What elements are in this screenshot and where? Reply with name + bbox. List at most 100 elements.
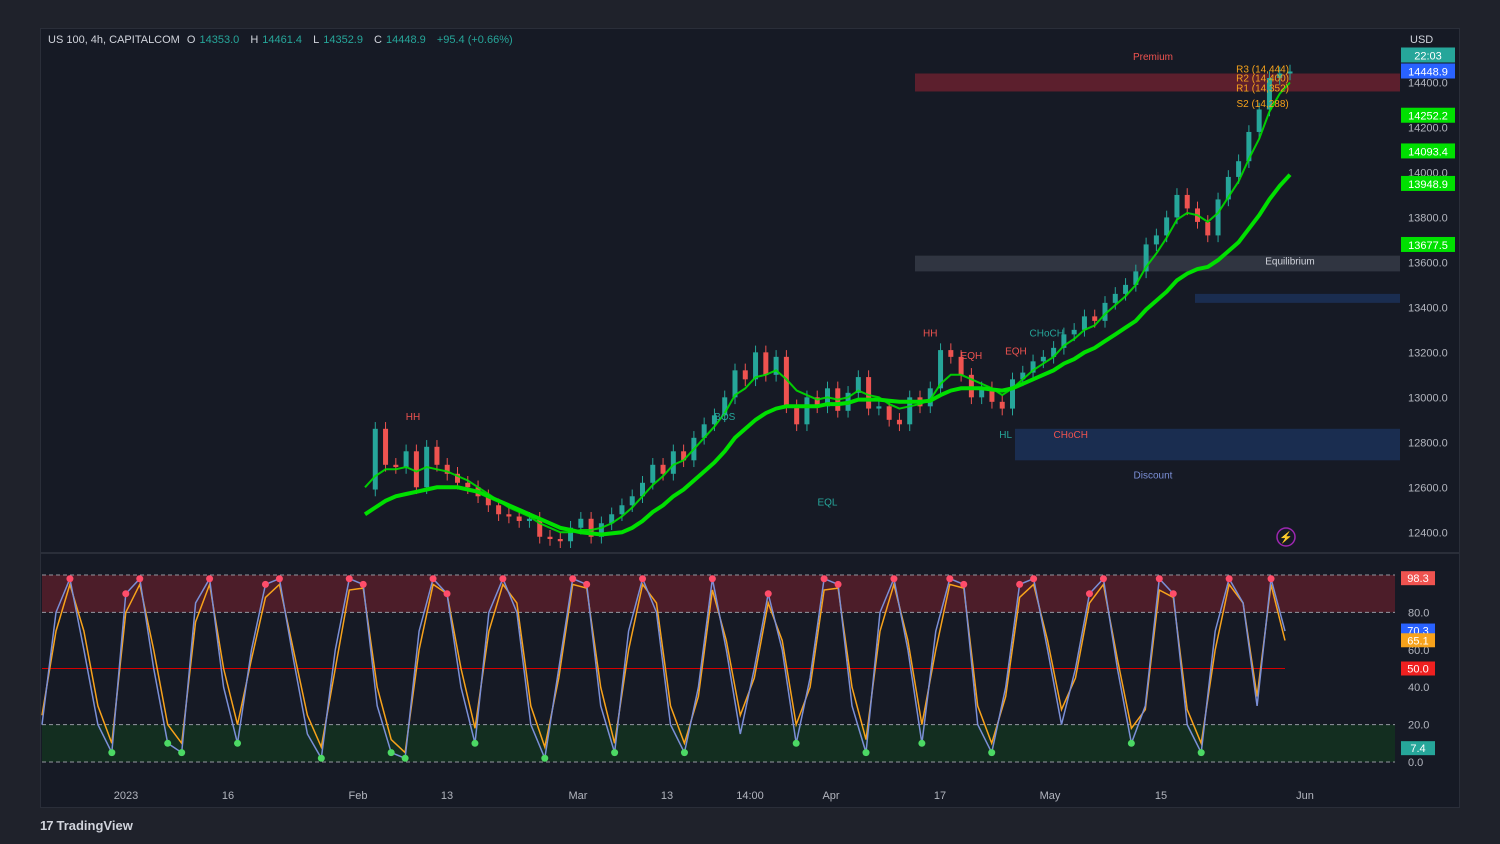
- stoch-oversold-dot: [471, 739, 479, 747]
- stoch-overbought-dot: [206, 575, 214, 583]
- high-value: 14461.4: [262, 34, 303, 46]
- candle-body: [403, 451, 409, 468]
- candle-body: [537, 518, 543, 537]
- price-label-badge: [1401, 175, 1455, 191]
- open-label: O: [186, 34, 196, 46]
- candle-body: [999, 401, 1005, 409]
- chart-annotation: CHoCH: [1054, 430, 1088, 441]
- price-axis-tick: 13000.0: [1408, 392, 1448, 404]
- stoch-overbought-dot: [569, 575, 577, 583]
- stoch-level-label: 65.1: [1407, 635, 1428, 647]
- candle-body: [866, 377, 872, 409]
- candle-body: [753, 352, 759, 380]
- candle-body: [1153, 235, 1159, 245]
- candle-body: [434, 446, 440, 465]
- time-axis-tick: 16: [222, 790, 234, 802]
- stoch-overbought-dot: [820, 575, 828, 583]
- price-label: 13948.9: [1408, 179, 1448, 191]
- candle-body: [557, 539, 563, 542]
- candle-body: [588, 518, 594, 537]
- time-axis-tick: Feb: [349, 790, 368, 802]
- candle-body: [763, 352, 769, 375]
- tradingview-brand[interactable]: 17 TradingView: [40, 818, 133, 833]
- stoch-overbought-dot: [1085, 590, 1093, 598]
- chart-frame: [40, 28, 1460, 808]
- ema-fast-line: [364, 81, 1291, 534]
- countdown-badge: [1401, 47, 1455, 63]
- price-axis-tick: 12600.0: [1408, 482, 1448, 494]
- candle-body: [1277, 73, 1283, 78]
- high-label: H: [250, 34, 259, 46]
- chart-annotation: Premium: [1133, 52, 1173, 63]
- stoch-axis-tick: 60.0: [1408, 645, 1429, 657]
- time-axis-tick: 14:00: [736, 790, 764, 802]
- stoch-level-badge: [1401, 741, 1435, 756]
- candle-body: [958, 356, 964, 375]
- ema-slow-line: [363, 173, 1292, 537]
- discount-zone: [1015, 428, 1400, 461]
- candle-body: [711, 415, 717, 425]
- stoch-oversold-dot: [862, 749, 870, 757]
- candle-body: [886, 406, 892, 420]
- stoch-oversold-dot: [401, 754, 409, 762]
- stoch-overbought-dot: [261, 580, 269, 588]
- stoch-oversold-dot: [541, 754, 549, 762]
- price-label-badge: [1401, 107, 1455, 123]
- stoch-overbought-dot: [946, 575, 954, 583]
- currency-label[interactable]: USD: [1410, 34, 1434, 46]
- chart-annotation: EQH: [1005, 347, 1027, 358]
- stoch-oversold-dot: [234, 739, 242, 747]
- time-axis-tick: 13: [441, 790, 453, 802]
- brand-name: TradingView: [56, 818, 133, 833]
- change-value: +95.4 (+0.66%): [436, 34, 513, 46]
- low-label: L: [313, 34, 320, 46]
- chart-annotation: EQL: [817, 497, 837, 508]
- close-value: 14448.9: [386, 34, 426, 46]
- candle-body: [701, 424, 707, 438]
- stoch-oversold-dot: [164, 739, 172, 747]
- candle-body: [1030, 361, 1036, 373]
- demand-zone: [1195, 293, 1400, 303]
- price-axis-tick: 13400.0: [1408, 302, 1448, 314]
- symbol-label[interactable]: US 100, 4h, CAPITALCOM: [48, 34, 180, 46]
- chart-annotation: R1 (14,352): [1236, 83, 1289, 94]
- candle-body: [989, 388, 995, 402]
- candle-body: [1010, 379, 1015, 409]
- stoch-oversold-dot: [1127, 739, 1135, 747]
- chart-annotation: Discount: [1134, 470, 1173, 481]
- candle-body: [876, 406, 882, 409]
- stoch-level-label: 98.3: [1407, 573, 1428, 585]
- price-label: 14093.4: [1408, 146, 1448, 158]
- chart-annotation: S2 (14,288): [1236, 99, 1288, 110]
- candle-body: [465, 482, 471, 488]
- candle-body: [1143, 244, 1149, 272]
- candle-body: [660, 464, 666, 474]
- candle-body: [732, 370, 738, 398]
- close-label: C: [374, 34, 382, 46]
- candle-body: [629, 496, 635, 506]
- stoch-overbought-dot: [275, 575, 283, 583]
- stoch-overbought-dot: [834, 580, 842, 588]
- stoch-axis-tick: 40.0: [1408, 682, 1429, 694]
- stoch-overbought-dot: [960, 580, 968, 588]
- stoch-oversold-dot: [611, 749, 619, 757]
- candle-body: [547, 536, 553, 540]
- stoch-overbought-dot: [1030, 575, 1038, 583]
- chart-annotation: BOS: [714, 412, 735, 423]
- symbol-header: US 100, 4h, CAPITALCOM O 14353.0 H 14461.4…: [48, 34, 517, 46]
- candle-body: [783, 356, 789, 407]
- time-axis-tick: 17: [934, 790, 946, 802]
- time-axis-tick: 2023: [114, 790, 138, 802]
- premium-zone: [915, 73, 1400, 92]
- stoch-oversold-dot: [918, 739, 926, 747]
- chart-annotation: R3 (14,444): [1236, 64, 1289, 75]
- candle-body: [496, 505, 502, 515]
- candle-body: [1020, 372, 1026, 380]
- equilibrium-zone: [915, 255, 1400, 272]
- stoch-overbought-dot: [583, 580, 591, 588]
- stoch-oversold-dot: [387, 749, 395, 757]
- candle-body: [907, 397, 913, 425]
- time-axis-tick: Apr: [822, 790, 839, 802]
- candle-body: [444, 464, 450, 474]
